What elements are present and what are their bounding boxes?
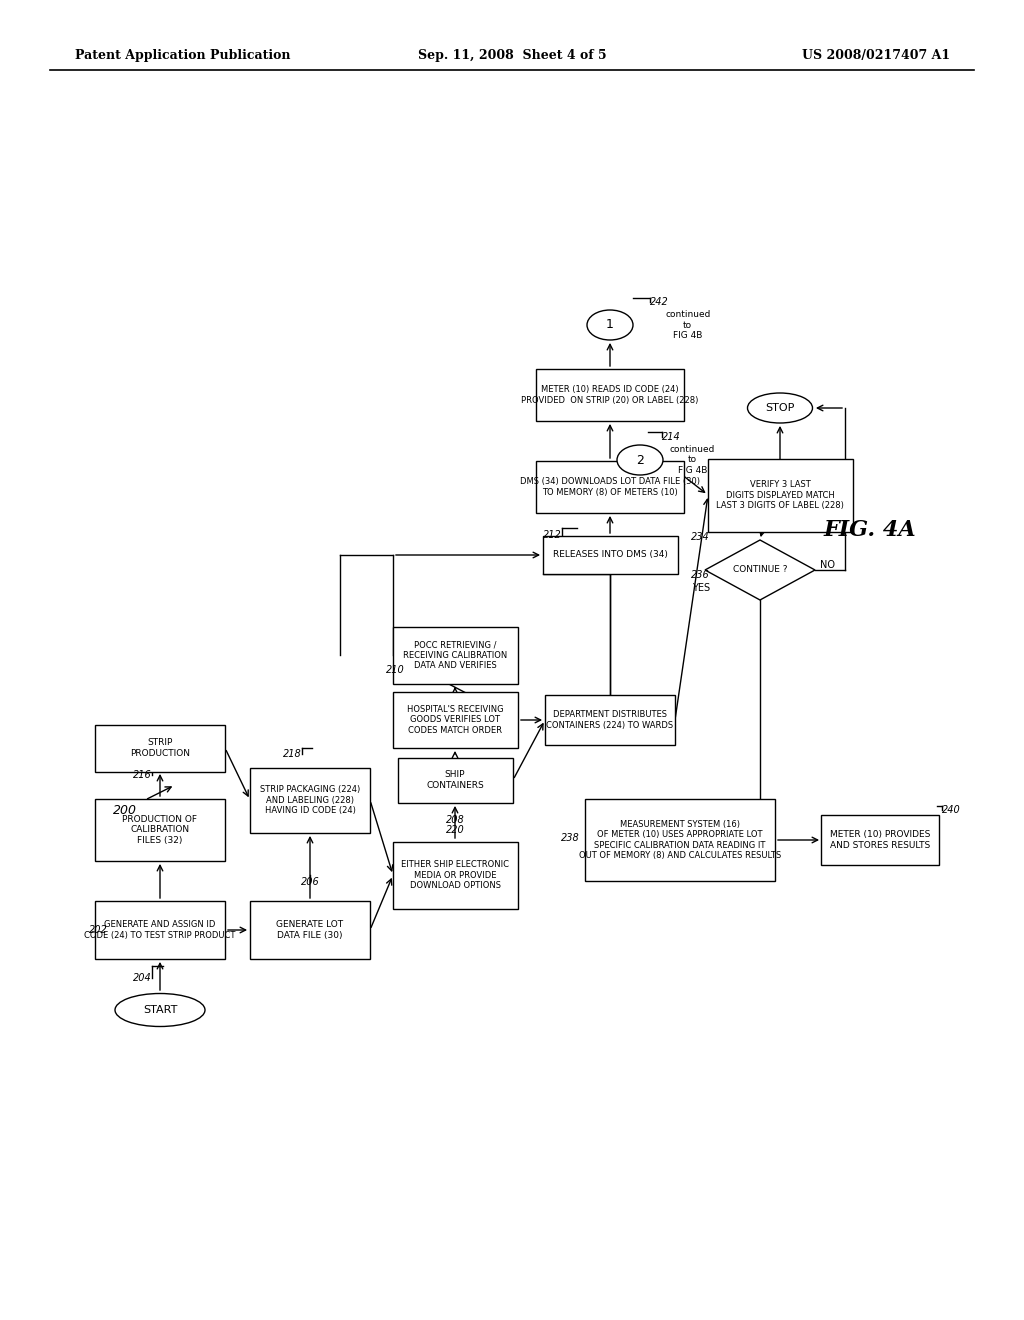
Bar <box>545 696 675 744</box>
Text: 236: 236 <box>691 570 710 579</box>
Text: METER (10) PROVIDES
AND STORES RESULTS: METER (10) PROVIDES AND STORES RESULTS <box>829 830 930 850</box>
Text: PRODUCTION OF
CALIBRATION
FILES (32): PRODUCTION OF CALIBRATION FILES (32) <box>123 814 198 845</box>
Text: Patent Application Publication: Patent Application Publication <box>75 49 291 62</box>
Text: EITHER SHIP ELECTRONIC
MEDIA OR PROVIDE
DOWNLOAD OPTIONS: EITHER SHIP ELECTRONIC MEDIA OR PROVIDE … <box>401 861 509 890</box>
Text: 214: 214 <box>662 432 681 442</box>
Text: 2: 2 <box>636 454 644 466</box>
Text: 202: 202 <box>89 925 108 935</box>
Text: VERIFY 3 LAST
DIGITS DISPLAYED MATCH
LAST 3 DIGITS OF LABEL (228): VERIFY 3 LAST DIGITS DISPLAYED MATCH LAS… <box>716 480 844 510</box>
Text: MEASUREMENT SYSTEM (16)
OF METER (10) USES APPROPRIATE LOT
SPECIFIC CALIBRATION : MEASUREMENT SYSTEM (16) OF METER (10) US… <box>579 820 781 861</box>
Text: 210: 210 <box>386 665 406 675</box>
Bar <box>95 725 225 771</box>
Bar <box>536 461 684 513</box>
Text: 218: 218 <box>284 748 302 759</box>
Bar <box>585 799 775 880</box>
Text: CONTINUE ?: CONTINUE ? <box>733 565 787 574</box>
Text: Sep. 11, 2008  Sheet 4 of 5: Sep. 11, 2008 Sheet 4 of 5 <box>418 49 606 62</box>
Text: 242: 242 <box>650 297 669 308</box>
Text: 234: 234 <box>691 532 710 543</box>
Bar <box>821 814 939 865</box>
Text: 222: 222 <box>460 671 479 680</box>
Text: 238: 238 <box>561 833 580 843</box>
Bar <box>392 627 517 684</box>
Text: FIG. 4A: FIG. 4A <box>823 519 916 541</box>
Text: METER (10) READS ID CODE (24)
PROVIDED  ON STRIP (20) OR LABEL (228): METER (10) READS ID CODE (24) PROVIDED O… <box>521 385 698 405</box>
Text: STRIP PACKAGING (224)
AND LABELING (228)
HAVING ID CODE (24): STRIP PACKAGING (224) AND LABELING (228)… <box>260 785 360 814</box>
Text: 200: 200 <box>113 804 137 817</box>
Ellipse shape <box>617 445 663 475</box>
Bar <box>95 799 225 861</box>
Text: SHIP
CONTAINERS: SHIP CONTAINERS <box>426 771 484 789</box>
Polygon shape <box>705 540 815 601</box>
Text: START: START <box>142 1005 177 1015</box>
Text: 220: 220 <box>445 825 464 836</box>
Text: 206: 206 <box>301 876 319 887</box>
Bar <box>392 842 517 908</box>
Text: NO: NO <box>820 560 835 570</box>
Bar <box>250 767 370 833</box>
Text: RELEASES INTO DMS (34): RELEASES INTO DMS (34) <box>553 550 668 560</box>
Text: 208: 208 <box>445 814 464 825</box>
Text: 212: 212 <box>544 531 562 540</box>
Text: continued
to
FIG 4B: continued to FIG 4B <box>670 445 716 475</box>
Ellipse shape <box>115 994 205 1027</box>
Text: POCC RETRIEVING /
RECEIVING CALIBRATION
DATA AND VERIFIES: POCC RETRIEVING / RECEIVING CALIBRATION … <box>402 640 507 671</box>
Text: US 2008/0217407 A1: US 2008/0217407 A1 <box>802 49 950 62</box>
Text: continued
to
FIG 4B: continued to FIG 4B <box>665 310 711 339</box>
Bar <box>95 902 225 960</box>
Bar <box>392 692 517 748</box>
Text: 1: 1 <box>606 318 614 331</box>
Text: YES: YES <box>692 583 710 593</box>
Ellipse shape <box>587 310 633 341</box>
Ellipse shape <box>748 393 812 422</box>
Text: DEPARTMENT DISTRIBUTES
CONTAINERS (224) TO WARDS: DEPARTMENT DISTRIBUTES CONTAINERS (224) … <box>547 710 674 730</box>
Text: 216: 216 <box>133 770 152 780</box>
Text: 240: 240 <box>942 805 961 814</box>
Bar <box>708 458 853 532</box>
Bar <box>543 536 678 574</box>
Text: GENERATE LOT
DATA FILE (30): GENERATE LOT DATA FILE (30) <box>276 920 344 940</box>
Text: DMS (34) DOWNLOADS LOT DATA FILE (30)
TO MEMORY (8) OF METERS (10): DMS (34) DOWNLOADS LOT DATA FILE (30) TO… <box>520 478 700 496</box>
Bar <box>536 370 684 421</box>
Text: 204: 204 <box>133 973 152 983</box>
Text: GENERATE AND ASSIGN ID
CODE (24) TO TEST STRIP PRODUCT: GENERATE AND ASSIGN ID CODE (24) TO TEST… <box>84 920 236 940</box>
Text: HOSPITAL'S RECEIVING
GOODS VERIFIES LOT
CODES MATCH ORDER: HOSPITAL'S RECEIVING GOODS VERIFIES LOT … <box>407 705 504 735</box>
Text: STOP: STOP <box>765 403 795 413</box>
Bar <box>397 758 512 803</box>
Text: STRIP
PRODUCTION: STRIP PRODUCTION <box>130 738 190 758</box>
Bar <box>250 902 370 960</box>
